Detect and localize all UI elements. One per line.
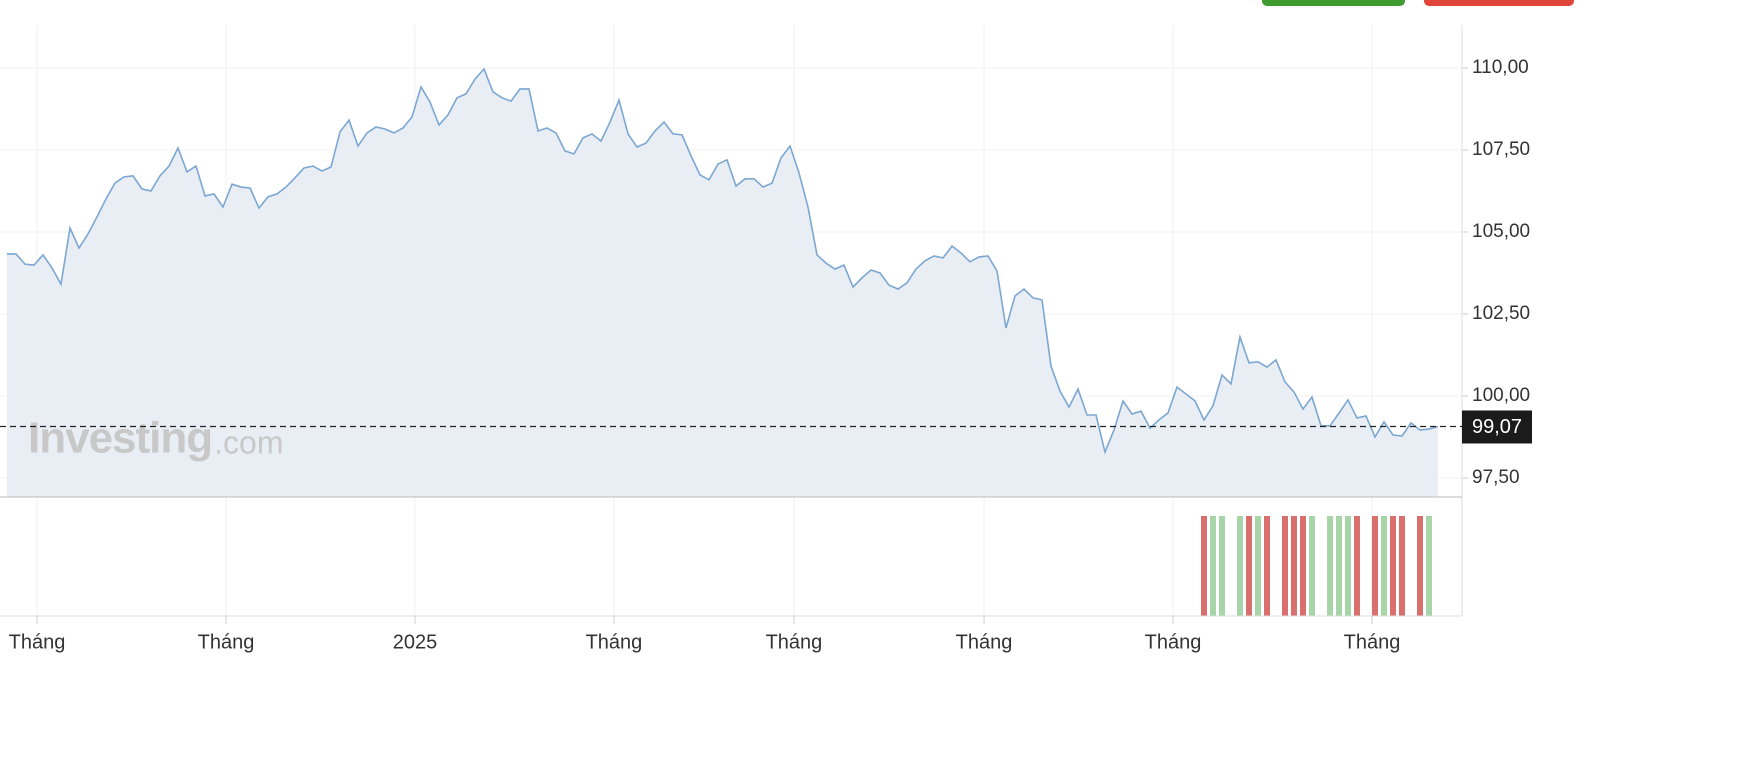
x-tick-label: Tháng	[1145, 631, 1202, 653]
signal-bar	[1336, 516, 1342, 616]
signal-bar	[1210, 516, 1216, 616]
signal-bar	[1417, 516, 1423, 616]
signal-bar	[1345, 516, 1351, 616]
signal-bar	[1237, 516, 1243, 616]
signal-bar	[1246, 516, 1252, 616]
x-tick-label: Tháng	[766, 631, 823, 653]
buy-button[interactable]	[1262, 0, 1405, 6]
plot	[7, 67, 1439, 497]
y-tick-label: 97,50	[1472, 467, 1520, 488]
signal-bar	[1264, 516, 1270, 616]
signal-bar	[1426, 516, 1432, 616]
watermark-suffix: .com	[214, 424, 283, 460]
y-tick-label: 107,50	[1472, 139, 1530, 160]
signal-bar	[1399, 516, 1405, 616]
signal-bar	[1354, 516, 1360, 616]
current-price-label: 99,07	[1472, 416, 1522, 438]
signal-bar	[1219, 516, 1225, 616]
signal-bar	[1300, 516, 1306, 616]
signal-bar	[1309, 516, 1315, 616]
x-tick-label: Tháng	[1344, 631, 1401, 653]
signal-bar	[1381, 516, 1387, 616]
x-tick-label: Tháng	[9, 631, 66, 653]
sell-button[interactable]	[1424, 0, 1574, 6]
watermark: Investing	[28, 414, 212, 463]
signal-bar	[1372, 516, 1378, 616]
signal-bar	[1327, 516, 1333, 616]
signal-bar	[1201, 516, 1207, 616]
price-line	[7, 67, 1439, 455]
x-tick-label: 2025	[393, 631, 438, 653]
signal-bar	[1390, 516, 1396, 616]
current-price-box	[1462, 410, 1532, 444]
signal-bar	[1282, 516, 1288, 616]
y-tick-label: 102,50	[1472, 303, 1530, 324]
x-tick-label: Tháng	[586, 631, 643, 653]
area-fill	[7, 68, 1438, 497]
y-tick-label: 110,00	[1472, 57, 1529, 78]
signal-bar	[1291, 516, 1297, 616]
x-tick-label: Tháng	[198, 631, 255, 653]
y-tick-label: 105,00	[1472, 221, 1530, 242]
signal-bar	[1255, 516, 1261, 616]
y-tick-label: 100,00	[1472, 385, 1530, 406]
x-tick-label: Tháng	[956, 631, 1013, 653]
signal-bars	[1201, 516, 1432, 616]
